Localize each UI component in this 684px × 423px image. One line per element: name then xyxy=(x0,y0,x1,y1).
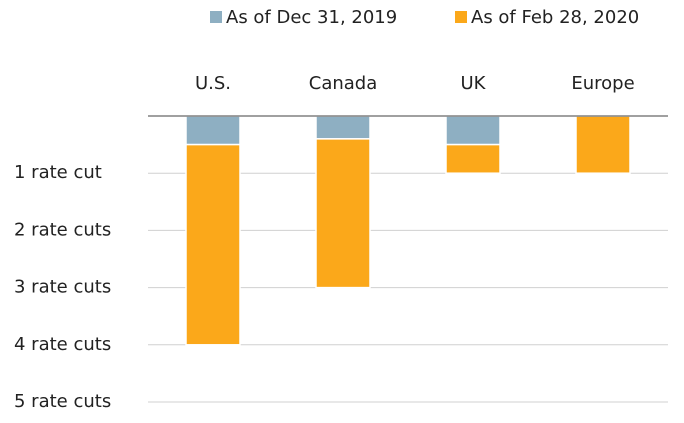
bar xyxy=(315,115,371,140)
bar xyxy=(445,143,501,174)
bar xyxy=(185,115,241,146)
legend-swatch xyxy=(455,11,467,23)
x-tick-label: U.S. xyxy=(195,73,231,94)
bar xyxy=(315,138,371,289)
y-tick-label: 5 rate cuts xyxy=(14,391,111,412)
y-tick-label: 3 rate cuts xyxy=(14,277,111,298)
bar xyxy=(445,115,501,146)
y-tick-label: 4 rate cuts xyxy=(14,334,111,355)
x-tick-label: Europe xyxy=(571,73,634,94)
x-tick-label: Canada xyxy=(309,73,378,94)
legend-label: As of Dec 31, 2019 xyxy=(226,7,397,28)
legend-swatch xyxy=(210,11,222,23)
bar xyxy=(185,143,241,346)
legend-label: As of Feb 28, 2020 xyxy=(471,7,639,28)
y-tick-label: 2 rate cuts xyxy=(14,219,111,240)
y-tick-label: 1 rate cut xyxy=(14,162,102,183)
bar xyxy=(575,115,631,174)
x-tick-label: UK xyxy=(461,73,487,94)
